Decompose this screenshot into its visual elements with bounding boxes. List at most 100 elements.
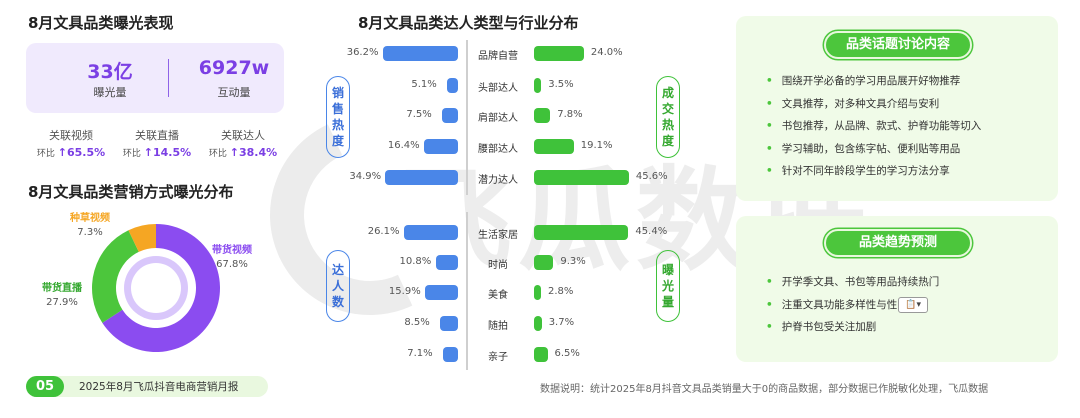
stat-video: 关联视频 环比 ↑65.5% xyxy=(26,127,116,159)
marketing-title: 8月文具品类营销方式曝光分布 xyxy=(28,183,234,201)
category-label: 美食 xyxy=(488,290,508,301)
exposure-card: 33亿 曝光量 6927w 互动量 xyxy=(26,43,284,113)
stat-live-prefix: 环比 xyxy=(122,149,141,159)
bar-left-value: 7.1% xyxy=(407,348,433,359)
stat-influencer: 关联达人 环比 ↑38.4% xyxy=(198,127,288,159)
list-item: • 护脊书包受关注加剧 xyxy=(766,321,877,333)
category-label: 生活家居 xyxy=(478,230,518,241)
pie-slice-grass xyxy=(128,224,156,252)
clipboard-icon[interactable]: 📋▾ xyxy=(898,296,929,313)
topics-title: 品类话题讨论内容 xyxy=(824,31,972,59)
donut-hole xyxy=(131,263,181,313)
list-item: • 书包推荐，从品牌、款式、护脊功能等切入 xyxy=(766,120,982,132)
stat-live-pct: 14.5% xyxy=(152,146,192,159)
bar-right-value: 24.0% xyxy=(590,47,623,58)
bar-left-1-2 xyxy=(424,285,458,300)
bar-left-value: 5.1% xyxy=(411,79,437,90)
category-label: 腰部达人 xyxy=(478,144,518,155)
bar-right-1-1 xyxy=(534,255,554,270)
exposure-divider xyxy=(168,59,169,97)
page-number: 05 xyxy=(26,376,64,397)
divider-top xyxy=(466,40,468,195)
bar-right-0-1 xyxy=(534,78,542,93)
bar-right-value: 2.8% xyxy=(548,286,574,297)
pie-label-video: 带货视频 67.8% xyxy=(212,244,252,272)
bar-right-value: 9.3% xyxy=(560,256,586,267)
bar-right-value: 3.7% xyxy=(548,317,575,328)
bar-left-0-0 xyxy=(382,46,458,61)
pie-label-grass-name: 种草视频 xyxy=(70,213,110,224)
watermark-logo-icon xyxy=(241,86,499,344)
deal-heat-label: 成交热度 xyxy=(656,76,680,158)
category-label: 随拍 xyxy=(488,321,508,332)
bar-left-value: 34.9% xyxy=(349,171,382,182)
bar-left-0-4 xyxy=(385,170,458,185)
interaction-label: 互动量 xyxy=(217,86,251,99)
bar-right-0-3 xyxy=(534,139,574,154)
bar-left-value: 8.5% xyxy=(404,317,430,328)
bar-right-value: 6.5% xyxy=(554,348,580,359)
stat-live: 关联直播 环比 ↑14.5% xyxy=(112,127,202,159)
arrow-up-icon: ↑ xyxy=(143,146,153,159)
bar-right-value: 19.1% xyxy=(580,140,613,151)
bar-left-value: 10.8% xyxy=(399,256,432,267)
list-item: • 注重文具功能多样性与性 📋▾ xyxy=(766,296,939,320)
stat-video-label: 关联视频 xyxy=(49,129,93,142)
bar-left-0-2 xyxy=(442,108,458,123)
bar-right-value: 45.6% xyxy=(635,171,668,182)
pie-label-grass-value: 7.3% xyxy=(77,227,103,238)
pie-label-live-name: 带货直播 xyxy=(42,283,82,294)
pie-label-video-name: 带货视频 xyxy=(212,245,252,256)
bar-right-0-2 xyxy=(534,108,551,123)
stat-influencer-label: 关联达人 xyxy=(221,129,265,142)
bar-left-1-3 xyxy=(440,316,458,331)
bar-left-value: 7.5% xyxy=(406,109,432,120)
influencer-title: 8月文具品类达人类型与行业分布 xyxy=(358,14,579,32)
bar-right-0-0 xyxy=(534,46,584,61)
stat-influencer-pct: 38.4% xyxy=(238,146,278,159)
bar-left-1-0 xyxy=(403,225,458,240)
marketing-donut-chart xyxy=(92,224,220,352)
bar-right-1-3 xyxy=(534,316,542,331)
bar-left-value: 26.1% xyxy=(367,226,400,237)
trends-title: 品类趋势预测 xyxy=(824,229,972,257)
exposure-value: 33亿 xyxy=(87,61,133,83)
footer-title: 2025年8月飞瓜抖音电商营销月报 xyxy=(79,381,239,393)
footer-tag xyxy=(26,376,268,397)
category-label: 潜力达人 xyxy=(478,175,518,186)
stat-video-pct: 65.5% xyxy=(66,146,106,159)
list-item: • 围绕开学必备的学习用品展开好物推荐 xyxy=(766,75,961,87)
category-label: 头部达人 xyxy=(478,83,518,94)
pie-label-live-value: 27.9% xyxy=(46,297,78,308)
influencer-count-label: 达人数 xyxy=(326,250,350,322)
bar-right-value: 7.8% xyxy=(557,109,583,120)
divider-bottom xyxy=(466,212,468,370)
interaction-value: 6927w xyxy=(198,57,270,79)
sales-heat-label: 销售热度 xyxy=(326,76,350,158)
pie-label-video-value: 67.8% xyxy=(216,259,248,270)
list-item: • 针对不同年龄段学生的学习方法分享 xyxy=(766,165,950,177)
category-label: 亲子 xyxy=(488,352,508,363)
arrow-up-icon: ↑ xyxy=(229,146,239,159)
pie-slice-video xyxy=(102,224,220,352)
bar-right-0-4 xyxy=(534,170,629,185)
exposure-title: 8月文具品类曝光表现 xyxy=(28,14,174,32)
stat-video-prefix: 环比 xyxy=(36,149,55,159)
pie-label-live: 带货直播 27.9% xyxy=(42,282,82,310)
bar-right-value: 3.5% xyxy=(548,79,574,90)
category-label: 肩部达人 xyxy=(478,113,518,124)
bar-left-0-3 xyxy=(423,139,458,154)
category-label: 品牌自营 xyxy=(478,51,518,62)
list-item: • 文具推荐，对多种文具介绍与安利 xyxy=(766,97,940,110)
bar-right-value: 45.4% xyxy=(635,226,668,237)
bar-left-1-4 xyxy=(443,347,458,362)
bar-left-value: 16.4% xyxy=(387,140,420,151)
bar-left-value: 36.2% xyxy=(346,47,379,58)
stat-live-label: 关联直播 xyxy=(135,129,179,142)
exposure-label: 曝光量 xyxy=(93,86,127,99)
topics-list: • 围绕开学必备的学习用品展开好物推荐 • 文具推荐，对多种文具介绍与安利 • 书包推… xyxy=(766,73,981,186)
arrow-up-icon: ↑ xyxy=(57,146,67,159)
bar-left-1-1 xyxy=(435,255,458,270)
bar-right-1-4 xyxy=(534,347,548,362)
pie-slice-live xyxy=(92,230,139,323)
